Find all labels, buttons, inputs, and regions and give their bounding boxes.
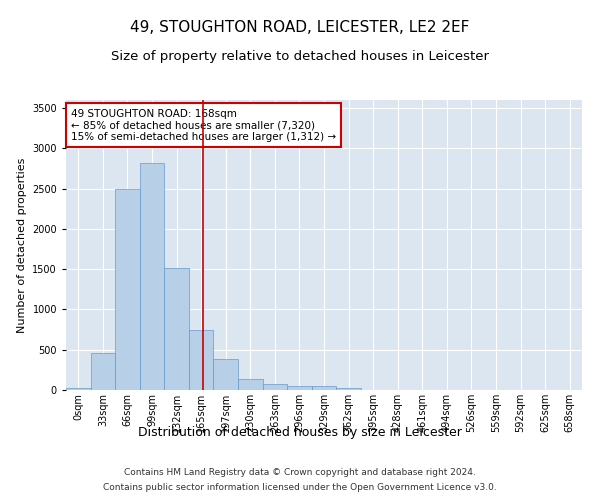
Text: Size of property relative to detached houses in Leicester: Size of property relative to detached ho… [111, 50, 489, 63]
Bar [336, 388, 361, 390]
Text: Contains public sector information licensed under the Open Government Licence v3: Contains public sector information licen… [103, 483, 497, 492]
Bar [115, 188, 140, 390]
Y-axis label: Number of detached properties: Number of detached properties [17, 158, 26, 332]
Bar [238, 378, 263, 390]
Bar [140, 163, 164, 390]
Bar [214, 358, 238, 390]
Bar [164, 268, 189, 390]
Text: 49, STOUGHTON ROAD, LEICESTER, LE2 2EF: 49, STOUGHTON ROAD, LEICESTER, LE2 2EF [130, 20, 470, 35]
Bar [66, 388, 91, 390]
Bar [189, 330, 214, 390]
Text: 49 STOUGHTON ROAD: 168sqm
← 85% of detached houses are smaller (7,320)
15% of se: 49 STOUGHTON ROAD: 168sqm ← 85% of detac… [71, 108, 336, 142]
Text: Contains HM Land Registry data © Crown copyright and database right 2024.: Contains HM Land Registry data © Crown c… [124, 468, 476, 477]
Bar [287, 386, 312, 390]
Bar [263, 384, 287, 390]
Text: Distribution of detached houses by size in Leicester: Distribution of detached houses by size … [138, 426, 462, 439]
Bar [312, 386, 336, 390]
Bar [91, 353, 115, 390]
